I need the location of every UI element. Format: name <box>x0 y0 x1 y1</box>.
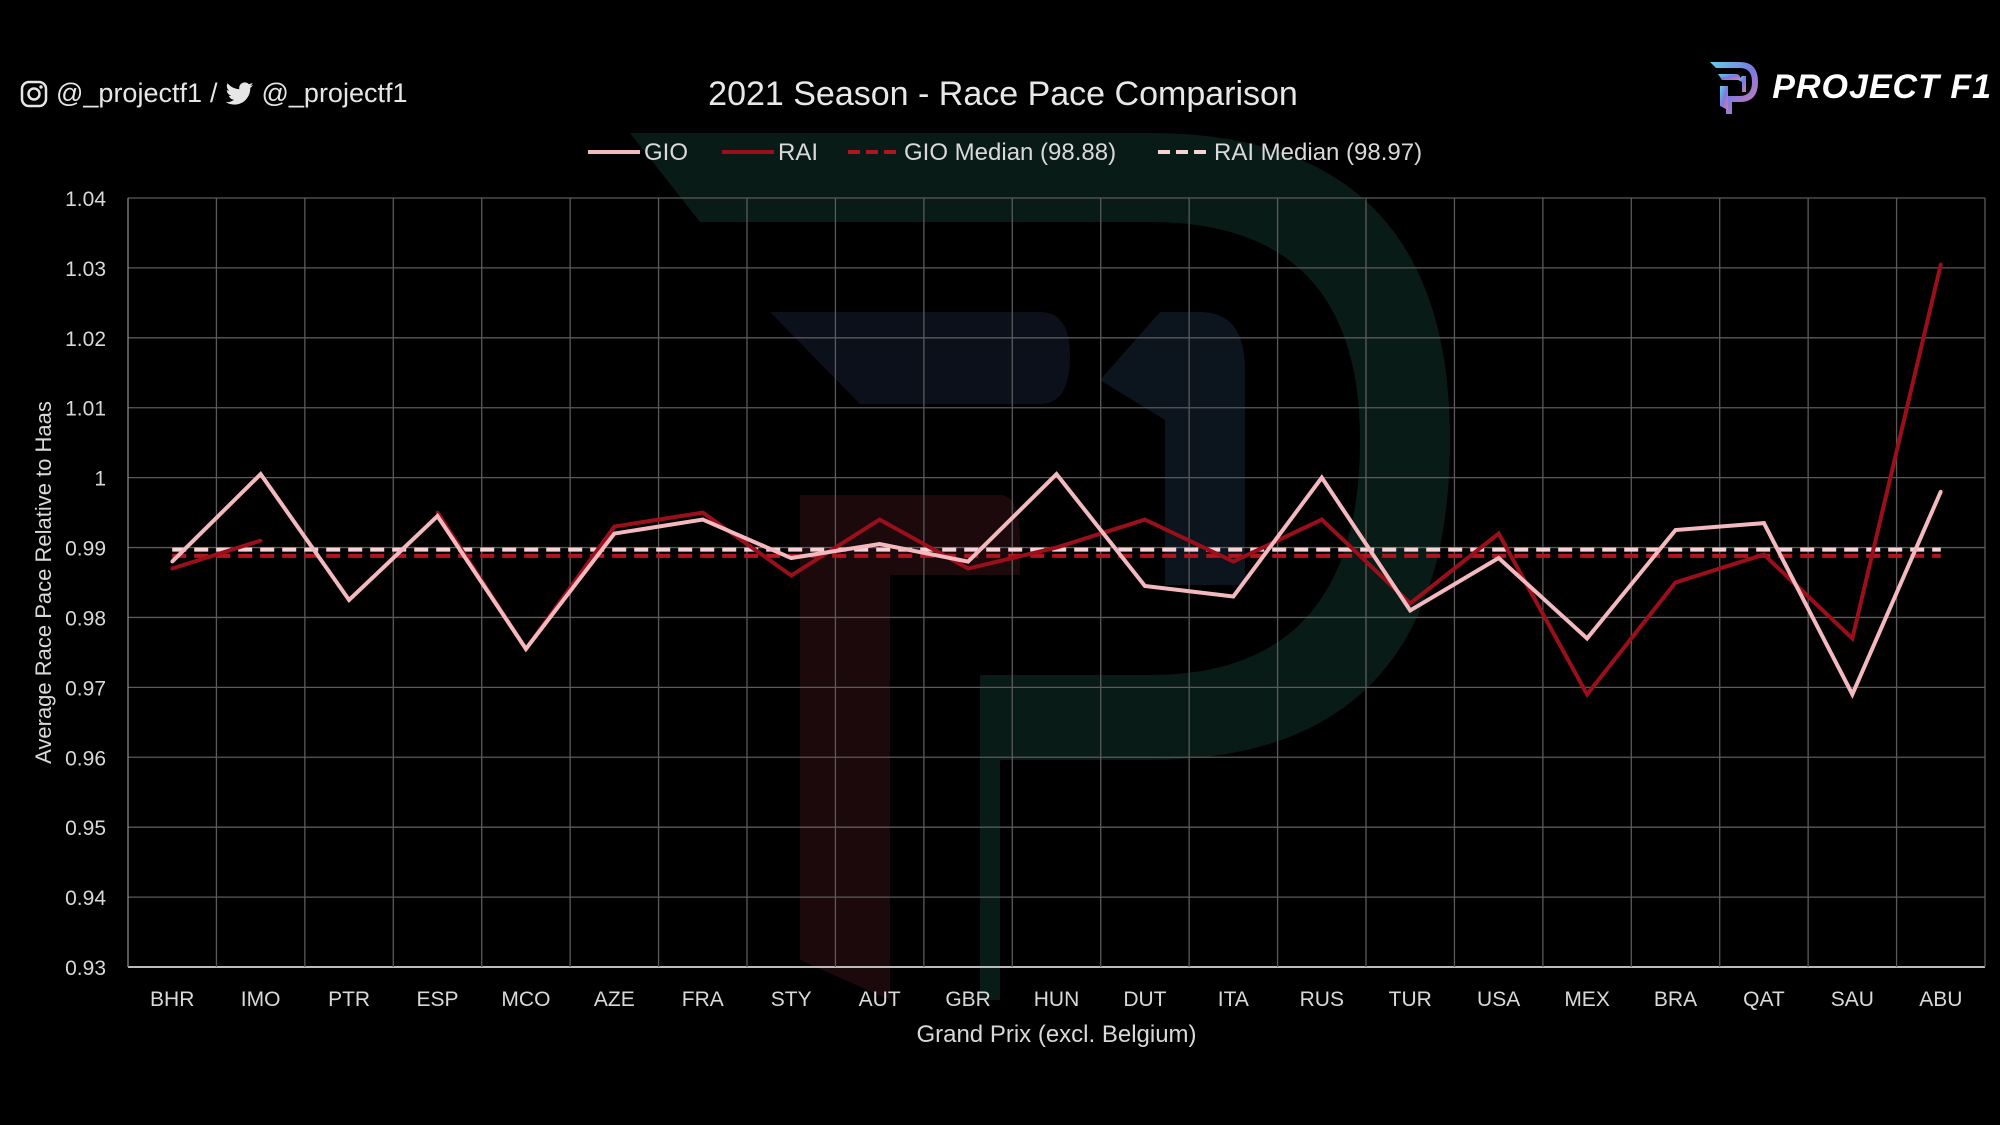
data-point <box>1231 559 1236 564</box>
data-point <box>1762 521 1766 525</box>
data-point <box>435 510 440 515</box>
data-point <box>789 573 794 578</box>
data-point <box>435 514 440 518</box>
x-tick-label: GBR <box>945 988 991 1011</box>
y-tick-label: 0.98 <box>65 607 106 630</box>
x-tick-label: USA <box>1477 988 1520 1011</box>
y-tick-label: 1.02 <box>65 328 106 351</box>
x-tick-label: RUS <box>1300 988 1344 1011</box>
data-point <box>700 510 705 515</box>
data-point <box>1143 517 1147 522</box>
data-point <box>1673 528 1678 532</box>
data-point <box>1585 692 1589 697</box>
data-point <box>1054 472 1059 476</box>
data-point <box>258 472 263 476</box>
y-axis-label: Average Race Pace Relative to Haas <box>31 401 56 764</box>
y-tick-label: 1.04 <box>65 188 106 211</box>
data-point <box>1762 552 1766 557</box>
y-tick-label: 0.93 <box>65 957 106 980</box>
x-tick-label: QAT <box>1743 988 1785 1011</box>
data-point <box>1143 584 1147 588</box>
x-tick-label: ABU <box>1919 988 1962 1011</box>
legend-label: GIO Median (98.88) <box>904 139 1116 166</box>
data-point <box>1408 608 1413 613</box>
handle-separator: / <box>209 78 218 108</box>
x-tick-label: FRA <box>682 988 724 1011</box>
watermark-logo <box>630 133 1450 1000</box>
x-tick-label: AZE <box>594 988 635 1011</box>
twitter-handle: @_projectf1 <box>261 78 408 108</box>
x-tick-label: HUN <box>1034 988 1080 1011</box>
legend-label: GIO <box>644 139 688 166</box>
y-tick-label: 0.99 <box>65 538 106 561</box>
x-tick-label: ESP <box>416 988 458 1011</box>
data-point <box>700 517 705 522</box>
data-point <box>1319 517 1324 522</box>
data-point <box>1408 601 1413 606</box>
data-point <box>524 647 528 651</box>
chart-title: 2021 Season - Race Pace Comparison <box>708 75 1298 113</box>
data-point <box>966 559 970 564</box>
legend-label: RAI <box>778 139 818 166</box>
data-point <box>1850 692 1855 697</box>
data-point <box>1319 475 1324 480</box>
data-point <box>612 531 617 536</box>
brand-logo: PROJECT F1 <box>1706 58 1992 116</box>
data-point <box>258 538 263 543</box>
data-point <box>789 556 794 560</box>
y-tick-label: 0.96 <box>65 747 106 770</box>
x-tick-label: MEX <box>1564 988 1610 1011</box>
x-tick-label: SAU <box>1831 988 1874 1011</box>
data-point <box>1496 531 1501 536</box>
y-tick-label: 0.95 <box>65 817 106 840</box>
data-point <box>347 598 351 602</box>
x-tick-label: TUR <box>1389 988 1432 1011</box>
x-tick-label: MCO <box>501 988 550 1011</box>
x-tick-label: BHR <box>150 988 194 1011</box>
data-point <box>1938 262 1943 267</box>
legend-label: RAI Median (98.97) <box>1214 139 1422 166</box>
data-point <box>1938 489 1943 494</box>
x-tick-label: BRA <box>1654 988 1697 1011</box>
data-point <box>1673 580 1678 585</box>
twitter-icon <box>225 81 253 105</box>
y-tick-label: 0.94 <box>65 887 106 910</box>
data-point <box>1585 636 1589 641</box>
data-point <box>1850 636 1855 641</box>
y-tick-label: 0.97 <box>65 677 106 700</box>
x-tick-label: PTR <box>328 988 370 1011</box>
series-line <box>435 263 1943 698</box>
x-tick-label: IMO <box>241 988 281 1011</box>
data-point <box>877 542 882 546</box>
data-point <box>1231 594 1236 599</box>
instagram-handle: @_projectf1 <box>56 78 202 108</box>
y-tick-label: 1 <box>94 468 106 491</box>
data-point <box>1054 545 1059 550</box>
data-point <box>170 559 175 564</box>
social-handles: @_projectf1 / @_projectf1 <box>20 78 407 109</box>
series-line <box>171 538 262 571</box>
instagram-icon <box>20 80 48 107</box>
data-point <box>1496 556 1501 560</box>
y-tick-label: 1.03 <box>65 258 106 281</box>
data-point <box>170 566 175 571</box>
x-tick-label: STY <box>771 988 812 1011</box>
x-axis-label: Grand Prix (excl. Belgium) <box>916 1021 1196 1048</box>
x-tick-label: AUT <box>859 988 901 1011</box>
x-tick-label: ITA <box>1218 988 1249 1011</box>
data-point <box>877 517 882 522</box>
data-point <box>966 566 970 571</box>
data-point <box>612 524 617 529</box>
project-f1-logo-icon <box>1710 62 1759 114</box>
x-tick-label: DUT <box>1123 988 1166 1011</box>
brand-name: PROJECT F1 <box>1772 67 1992 106</box>
y-tick-label: 1.01 <box>65 398 106 421</box>
